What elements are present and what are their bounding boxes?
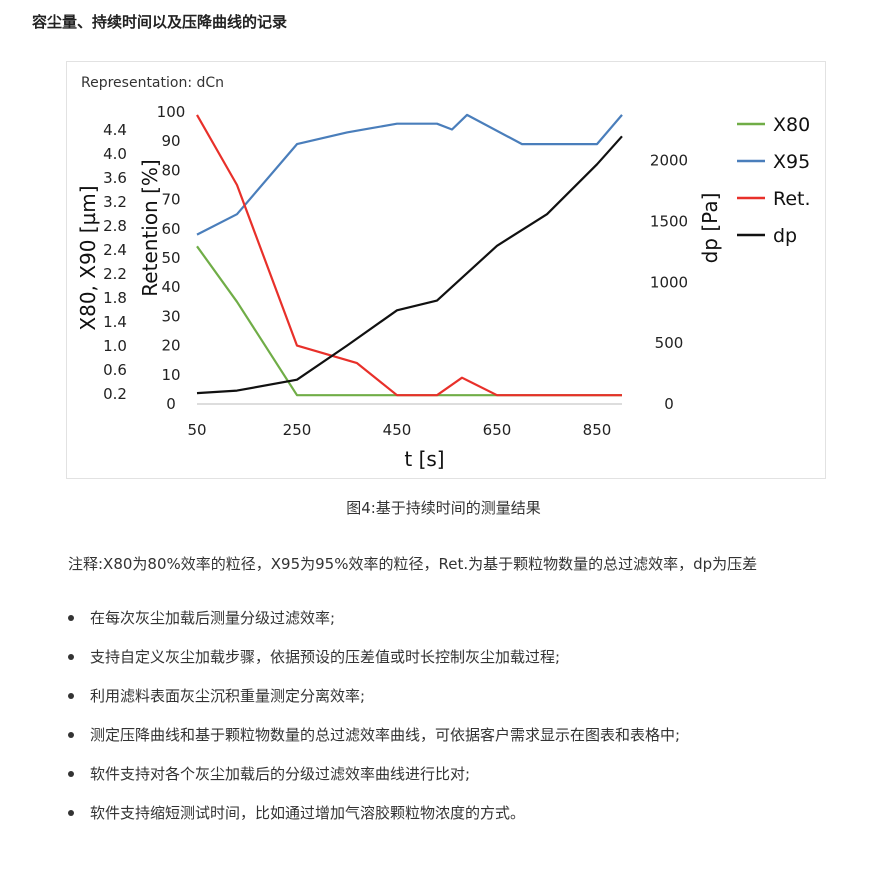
list-item: 软件支持对各个灰尘加载后的分级过滤效率曲线进行比对; <box>68 762 680 801</box>
feature-list: 在每次灰尘加载后测量分级过滤效率; 支持自定义灰尘加载步骤，依据预设的压差值或时… <box>68 606 680 840</box>
bullet-icon <box>68 654 74 660</box>
y-left-tick-label: 50 <box>161 249 180 267</box>
bullet-icon <box>68 771 74 777</box>
y-outer-tick-label: 1.0 <box>103 337 127 355</box>
y-left-tick-label: 0 <box>166 395 176 413</box>
list-item-text: 软件支持对各个灰尘加载后的分级过滤效率曲线进行比对; <box>90 765 471 783</box>
list-item: 软件支持缩短测试时间，比如通过增加气溶胶颗粒物浓度的方式。 <box>68 801 680 840</box>
x-tick-label: 450 <box>383 421 412 439</box>
y-outer-tick-label: 2.2 <box>103 265 127 283</box>
y-left-tick-label: 100 <box>157 103 186 121</box>
y-outer-tick-label: 2.8 <box>103 217 127 235</box>
y-left-tick-label: 90 <box>161 132 180 150</box>
chart-container: Representation: dCn 50 250 450 650 850 t [s] 0 1… <box>66 61 826 479</box>
bullet-icon <box>68 732 74 738</box>
y-outer-tick-label: 4.0 <box>103 145 127 163</box>
y-outer-tick-label: 1.4 <box>103 313 127 331</box>
series-line-dp <box>196 135 623 395</box>
y-right-tick-label: 1000 <box>650 273 688 291</box>
y-left-tick-label: 70 <box>161 191 180 209</box>
y-outer-tick-label: 2.4 <box>103 241 127 259</box>
y-left-axis-label: Retention [%] <box>138 159 162 296</box>
y-outer-tick-label: 0.6 <box>103 361 127 379</box>
bullet-icon <box>68 615 74 621</box>
y-outer-tick-label: 0.2 <box>103 385 127 403</box>
y-right-tick-label: 2000 <box>650 152 688 170</box>
y-left-tick-label: 60 <box>161 220 180 238</box>
list-item-text: 测定压降曲线和基于颗粒物数量的总过滤效率曲线，可依据客户需求显示在图表和表格中; <box>90 726 681 744</box>
y-left-tick-label: 80 <box>161 161 180 179</box>
x-tick-label: 250 <box>283 421 312 439</box>
y-outer-axis-label: X80, X90 [µm] <box>76 185 100 330</box>
x-tick-label: 50 <box>187 421 206 439</box>
y-left-tick-label: 10 <box>161 366 180 384</box>
representation-label: Representation: dCn <box>81 75 224 91</box>
line-chart: Representation: dCn 50 250 450 650 850 t [s] 0 1… <box>76 75 811 471</box>
page-title: 容尘量、持续时间以及压降曲线的记录 <box>32 13 288 31</box>
y-right-axis-label: dp [Pa] <box>698 193 722 264</box>
y-left-tick-label: 30 <box>161 307 180 325</box>
y-left-tick-label: 40 <box>161 278 180 296</box>
series-line-x95 <box>196 113 623 236</box>
legend-label: Ret. <box>773 188 811 210</box>
y-right-tick-label: 0 <box>664 395 674 413</box>
x-axis-label: t [s] <box>404 447 444 471</box>
y-outer-tick-label: 4.4 <box>103 121 127 139</box>
y-left-tick-label: 20 <box>161 337 180 355</box>
y-right-tick-label: 1500 <box>650 213 688 231</box>
series-line-x80 <box>196 245 622 397</box>
list-item-text: 利用滤料表面灰尘沉积重量测定分离效率; <box>90 687 366 705</box>
series-line-ret <box>196 114 622 397</box>
y-outer-tick-label: 3.6 <box>103 169 127 187</box>
list-item: 支持自定义灰尘加载步骤，依据预设的压差值或时长控制灰尘加载过程; <box>68 645 680 684</box>
y-right-tick-label: 500 <box>655 334 684 352</box>
legend-label: X95 <box>773 151 810 173</box>
figure-caption: 图4:基于持续时间的测量结果 <box>346 499 541 517</box>
list-item-text: 软件支持缩短测试时间，比如通过增加气溶胶颗粒物浓度的方式。 <box>90 804 526 822</box>
list-item-text: 支持自定义灰尘加载步骤，依据预设的压差值或时长控制灰尘加载过程; <box>90 648 561 666</box>
list-item-text: 在每次灰尘加载后测量分级过滤效率; <box>90 609 336 627</box>
y-outer-tick-label: 1.8 <box>103 289 127 307</box>
legend-label: X80 <box>773 114 810 136</box>
list-item: 在每次灰尘加载后测量分级过滤效率; <box>68 606 680 645</box>
x-tick-label: 650 <box>483 421 512 439</box>
figure-note: 注释:X80为80%效率的粒径，X95为95%效率的粒径，Ret.为基于颗粒物数… <box>68 555 758 573</box>
legend-label: dp <box>773 225 797 247</box>
list-item: 测定压降曲线和基于颗粒物数量的总过滤效率曲线，可依据客户需求显示在图表和表格中; <box>68 723 680 762</box>
x-tick-label: 850 <box>583 421 612 439</box>
y-outer-tick-label: 3.2 <box>103 193 127 211</box>
bullet-icon <box>68 810 74 816</box>
bullet-icon <box>68 693 74 699</box>
list-item: 利用滤料表面灰尘沉积重量测定分离效率; <box>68 684 680 723</box>
